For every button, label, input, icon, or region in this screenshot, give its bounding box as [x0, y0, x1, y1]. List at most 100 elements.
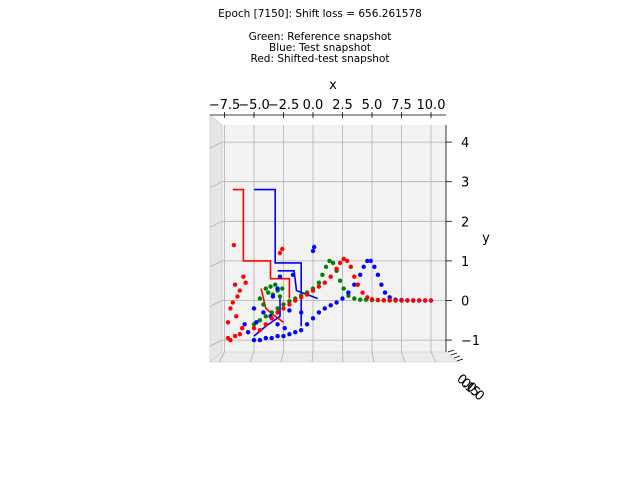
data-point-series-1: [358, 272, 363, 277]
data-point-series-1: [340, 296, 345, 301]
x-tick-label: 10.0: [417, 98, 446, 113]
data-point-series-1: [382, 290, 388, 295]
data-point-series-2: [375, 297, 381, 303]
data-point-series-2: [322, 280, 327, 285]
data-point-series-2: [287, 302, 292, 307]
data-point-series-2: [293, 298, 298, 303]
data-point-series-1: [379, 282, 384, 287]
data-point-series-0: [280, 286, 285, 291]
data-point-series-0: [352, 296, 357, 301]
data-point-series-2: [230, 300, 235, 305]
data-point-series-2: [355, 282, 360, 287]
y-grid-line-side: [209, 339, 223, 347]
data-point-series-2: [228, 306, 233, 311]
data-point-series-0: [277, 294, 283, 299]
y-axis-label: y: [482, 231, 490, 246]
y-grid-line-side: [209, 141, 223, 149]
data-point-series-1: [261, 310, 266, 315]
data-point-series-1: [346, 290, 351, 295]
y-grid-line-side: [209, 300, 223, 307]
data-point-series-1: [293, 330, 298, 335]
z-tick-mark: [456, 358, 464, 362]
x-axis-label: x: [329, 78, 337, 93]
data-point-series-1: [299, 328, 304, 333]
x-tick-label: −7.5: [209, 98, 241, 113]
data-point-series-1: [263, 335, 268, 341]
data-point-series-2: [337, 260, 343, 266]
data-point-series-0: [257, 318, 263, 323]
data-point-series-0: [257, 296, 263, 301]
data-point-series-2: [310, 288, 316, 293]
data-point-series-1: [257, 337, 263, 343]
data-point-series-2: [277, 250, 283, 256]
data-point-series-2: [275, 310, 280, 315]
legend-line-shifted: Red: Shifted-test snapshot: [250, 53, 390, 65]
data-point-series-2: [240, 326, 245, 331]
data-point-series-2: [269, 316, 274, 321]
data-point-series-0: [268, 284, 273, 289]
back-pane: [222, 125, 446, 352]
x-ticks: −7.5−5.0−2.5 0.0 2.5 5.0 7.5 10.0: [209, 98, 446, 118]
data-point-series-2: [263, 322, 268, 327]
data-point-series-2: [417, 298, 422, 303]
data-point-series-2: [328, 274, 333, 279]
left-pane: [209, 114, 223, 363]
data-point-series-1: [275, 286, 280, 291]
z-tick-mark: [447, 349, 455, 353]
data-point-series-2: [237, 288, 242, 293]
y-ticks: −1 0 1 2 3 4: [446, 136, 480, 349]
x-grid-line-floor: [311, 351, 314, 363]
data-point-series-0: [316, 280, 322, 285]
data-point-series-0: [273, 282, 278, 287]
data-point-series-2: [360, 290, 365, 295]
y-grid-line-side: [209, 260, 223, 268]
data-point-series-0: [269, 310, 274, 315]
data-point-series-1: [352, 282, 357, 287]
x-grid-line-floor: [280, 351, 284, 363]
data-point-series-1: [361, 264, 366, 269]
y-tick-label: 3: [461, 176, 469, 191]
data-point-series-2: [234, 314, 239, 319]
data-point-series-0: [320, 272, 325, 277]
legend-line-test: Blue: Test snapshot: [268, 42, 372, 54]
y-grid-line-side: [209, 181, 223, 189]
data-point-series-2: [232, 333, 238, 339]
z-tick-mark: [453, 355, 461, 359]
x-tick-label: −5.0: [238, 98, 270, 113]
data-point-series-2: [237, 332, 242, 337]
data-point-series-1: [277, 274, 283, 279]
x-grid-line-floor: [430, 351, 437, 363]
data-point-series-2: [399, 298, 404, 303]
y-tick-label: −1: [461, 334, 480, 349]
data-points: [225, 242, 434, 343]
data-point-series-2: [393, 298, 398, 303]
y-grid-line-side: [209, 220, 223, 228]
data-point-series-0: [330, 260, 336, 266]
data-point-series-2: [345, 258, 350, 264]
data-point-series-2: [281, 306, 286, 311]
data-point-series-0: [327, 258, 332, 264]
data-point-series-1: [269, 335, 274, 341]
data-point-series-1: [316, 310, 322, 315]
data-point-series-1: [299, 310, 304, 315]
x-grid-line-floor: [371, 351, 375, 363]
data-point-series-2: [316, 284, 322, 289]
data-point-series-2: [405, 298, 410, 303]
data-point-series-2: [299, 295, 304, 300]
data-point-series-1: [290, 272, 296, 277]
data-point-series-2: [422, 298, 428, 303]
data-point-series-1: [282, 326, 287, 331]
data-point-series-2: [235, 294, 240, 299]
data-point-series-1: [251, 306, 257, 311]
y-tick-label: 1: [461, 255, 469, 270]
data-point-series-1: [254, 320, 259, 325]
data-point-series-1: [251, 337, 257, 343]
series-polyline: [232, 188, 291, 299]
data-point-series-0: [341, 286, 346, 291]
data-point-series-1: [387, 295, 392, 300]
data-point-series-2: [381, 298, 386, 303]
data-point-series-2: [251, 326, 257, 331]
data-point-series-1: [245, 330, 251, 335]
series-polyline: [254, 188, 303, 327]
